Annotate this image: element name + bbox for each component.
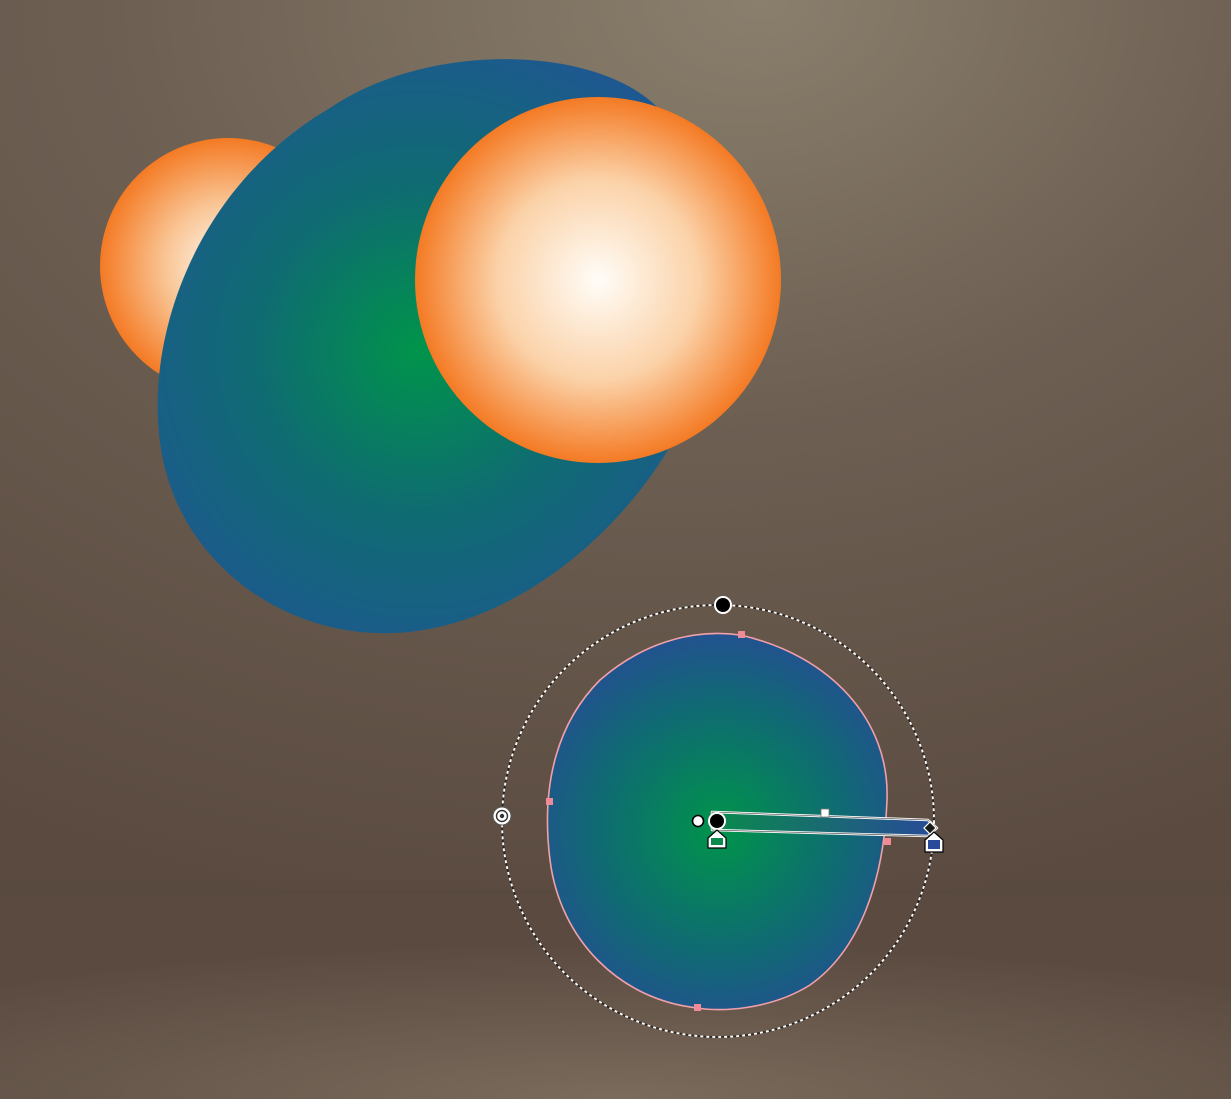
gradient-end-stop[interactable] xyxy=(924,831,944,853)
gradient-rotation-handle[interactable] xyxy=(492,806,512,826)
anchor-point-left[interactable] xyxy=(546,798,553,805)
anchor-points xyxy=(546,631,891,1011)
gradient-annotator[interactable] xyxy=(691,808,944,853)
gradient-aspect-handle[interactable] xyxy=(714,596,732,614)
anchor-point-right[interactable] xyxy=(884,838,891,845)
gradient-start-stop[interactable] xyxy=(707,829,727,849)
gradient-origin-handle[interactable] xyxy=(708,812,726,830)
gradient-midpoint-handle[interactable] xyxy=(820,808,830,818)
anchor-point-bottom[interactable] xyxy=(694,1004,701,1011)
anchor-point-top[interactable] xyxy=(738,631,745,638)
gradient-origin-offset-handle[interactable] xyxy=(691,814,705,828)
front-sphere[interactable] xyxy=(415,97,781,463)
gradient-end-diamond-icon[interactable] xyxy=(923,821,937,835)
